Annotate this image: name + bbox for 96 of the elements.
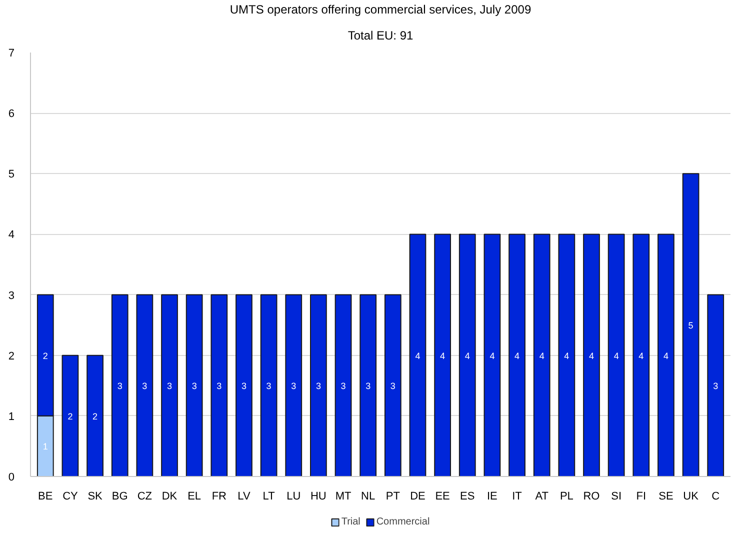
y-tick-label: 5 <box>8 168 15 181</box>
bar <box>86 354 104 476</box>
x-tick-label: BG <box>112 490 128 502</box>
y-tick-label: 4 <box>8 229 15 242</box>
data-label: 2 <box>92 411 98 422</box>
bar <box>310 294 327 476</box>
data-label: 3 <box>266 381 272 392</box>
x-tick-label: DE <box>410 490 426 502</box>
bar <box>260 294 278 476</box>
y-tick-label: 2 <box>8 350 15 362</box>
data-label: 2 <box>42 350 48 361</box>
bar <box>533 234 550 476</box>
bar <box>236 294 252 476</box>
bar <box>558 234 576 476</box>
bar <box>583 234 600 476</box>
x-tick-label: LV <box>238 490 251 502</box>
x-tick-label: LU <box>286 490 301 502</box>
data-label: 3 <box>291 381 296 392</box>
data-label: 1 <box>42 442 48 452</box>
chart-subtitle: Total EU: 91 <box>348 28 414 42</box>
y-tick-label: 6 <box>8 108 15 120</box>
bar <box>111 294 128 476</box>
x-tick-label: PT <box>386 490 400 502</box>
x-tick-label: NL <box>361 490 376 502</box>
bar <box>210 294 228 476</box>
x-tick-label: RO <box>583 490 600 502</box>
data-label: 3 <box>316 381 321 392</box>
y-tick-label: 1 <box>8 410 15 423</box>
data-label: 4 <box>663 350 668 361</box>
data-label: 3 <box>390 381 396 392</box>
data-label: 4 <box>614 350 619 361</box>
bar <box>458 234 476 476</box>
x-tick-label: IE <box>487 490 498 502</box>
data-label: 3 <box>241 381 246 392</box>
bar <box>334 294 352 476</box>
bar <box>707 294 724 476</box>
x-tick-label: BE <box>38 490 53 502</box>
x-tick-label: IT <box>512 490 522 502</box>
bar <box>632 234 650 476</box>
bar <box>409 234 426 476</box>
x-tick-label: FI <box>636 490 646 502</box>
chart-title: UMTS operators offering commercial services, July 2009 <box>230 2 532 16</box>
data-label: 4 <box>415 350 420 361</box>
x-tick-label: C <box>712 490 720 502</box>
x-tick-label: SK <box>88 490 104 502</box>
x-tick-label: PL <box>560 490 574 502</box>
x-tick-label: ES <box>460 490 475 502</box>
data-label: 4 <box>588 350 594 361</box>
bar <box>384 294 402 476</box>
x-tick-label: DK <box>162 490 178 502</box>
x-tick-label: CZ <box>137 490 152 502</box>
data-label: 3 <box>366 381 371 392</box>
data-label: 4 <box>490 350 495 361</box>
y-tick-label: 7 <box>8 48 15 60</box>
x-tick-label: AT <box>535 490 549 502</box>
x-tick-label: SI <box>611 490 622 502</box>
x-tick-label: LT <box>262 490 276 502</box>
bar <box>360 294 377 476</box>
bar <box>484 234 501 476</box>
data-label: 4 <box>440 350 446 361</box>
data-label: 4 <box>539 350 544 361</box>
data-label: 3 <box>216 381 222 392</box>
x-tick-label: MT <box>335 490 352 502</box>
data-label: 3 <box>142 381 148 392</box>
data-label: 3 <box>192 381 197 392</box>
x-tick-label: UK <box>683 490 700 502</box>
bar <box>508 234 526 476</box>
data-label: 3 <box>340 381 346 392</box>
x-tick-label: EL <box>188 490 202 502</box>
x-tick-label: FR <box>212 490 227 502</box>
data-label: 2 <box>68 411 73 422</box>
data-label: 3 <box>167 381 172 392</box>
bar <box>285 294 302 476</box>
bar <box>608 234 625 476</box>
data-label: 4 <box>638 350 644 361</box>
x-tick-label: SE <box>658 490 674 502</box>
bar <box>682 173 700 476</box>
y-tick-label: 0 <box>8 472 15 484</box>
bar <box>434 234 451 476</box>
bar <box>658 234 674 476</box>
y-tick-label: 3 <box>8 290 15 302</box>
data-label: 4 <box>564 350 570 361</box>
data-label: 4 <box>514 350 520 361</box>
data-label: 3 <box>117 381 122 392</box>
bar <box>136 294 154 476</box>
legend-label: Commercial <box>376 516 430 528</box>
data-label: 4 <box>464 350 470 361</box>
data-label: 5 <box>688 320 694 331</box>
x-tick-label: HU <box>310 490 326 502</box>
x-tick-label: CY <box>62 490 79 502</box>
bar <box>186 294 203 476</box>
bar <box>161 294 178 476</box>
data-label: 3 <box>713 381 718 392</box>
x-tick-label: EE <box>435 490 450 502</box>
legend-label: Trial <box>341 516 362 528</box>
bar <box>62 354 79 476</box>
